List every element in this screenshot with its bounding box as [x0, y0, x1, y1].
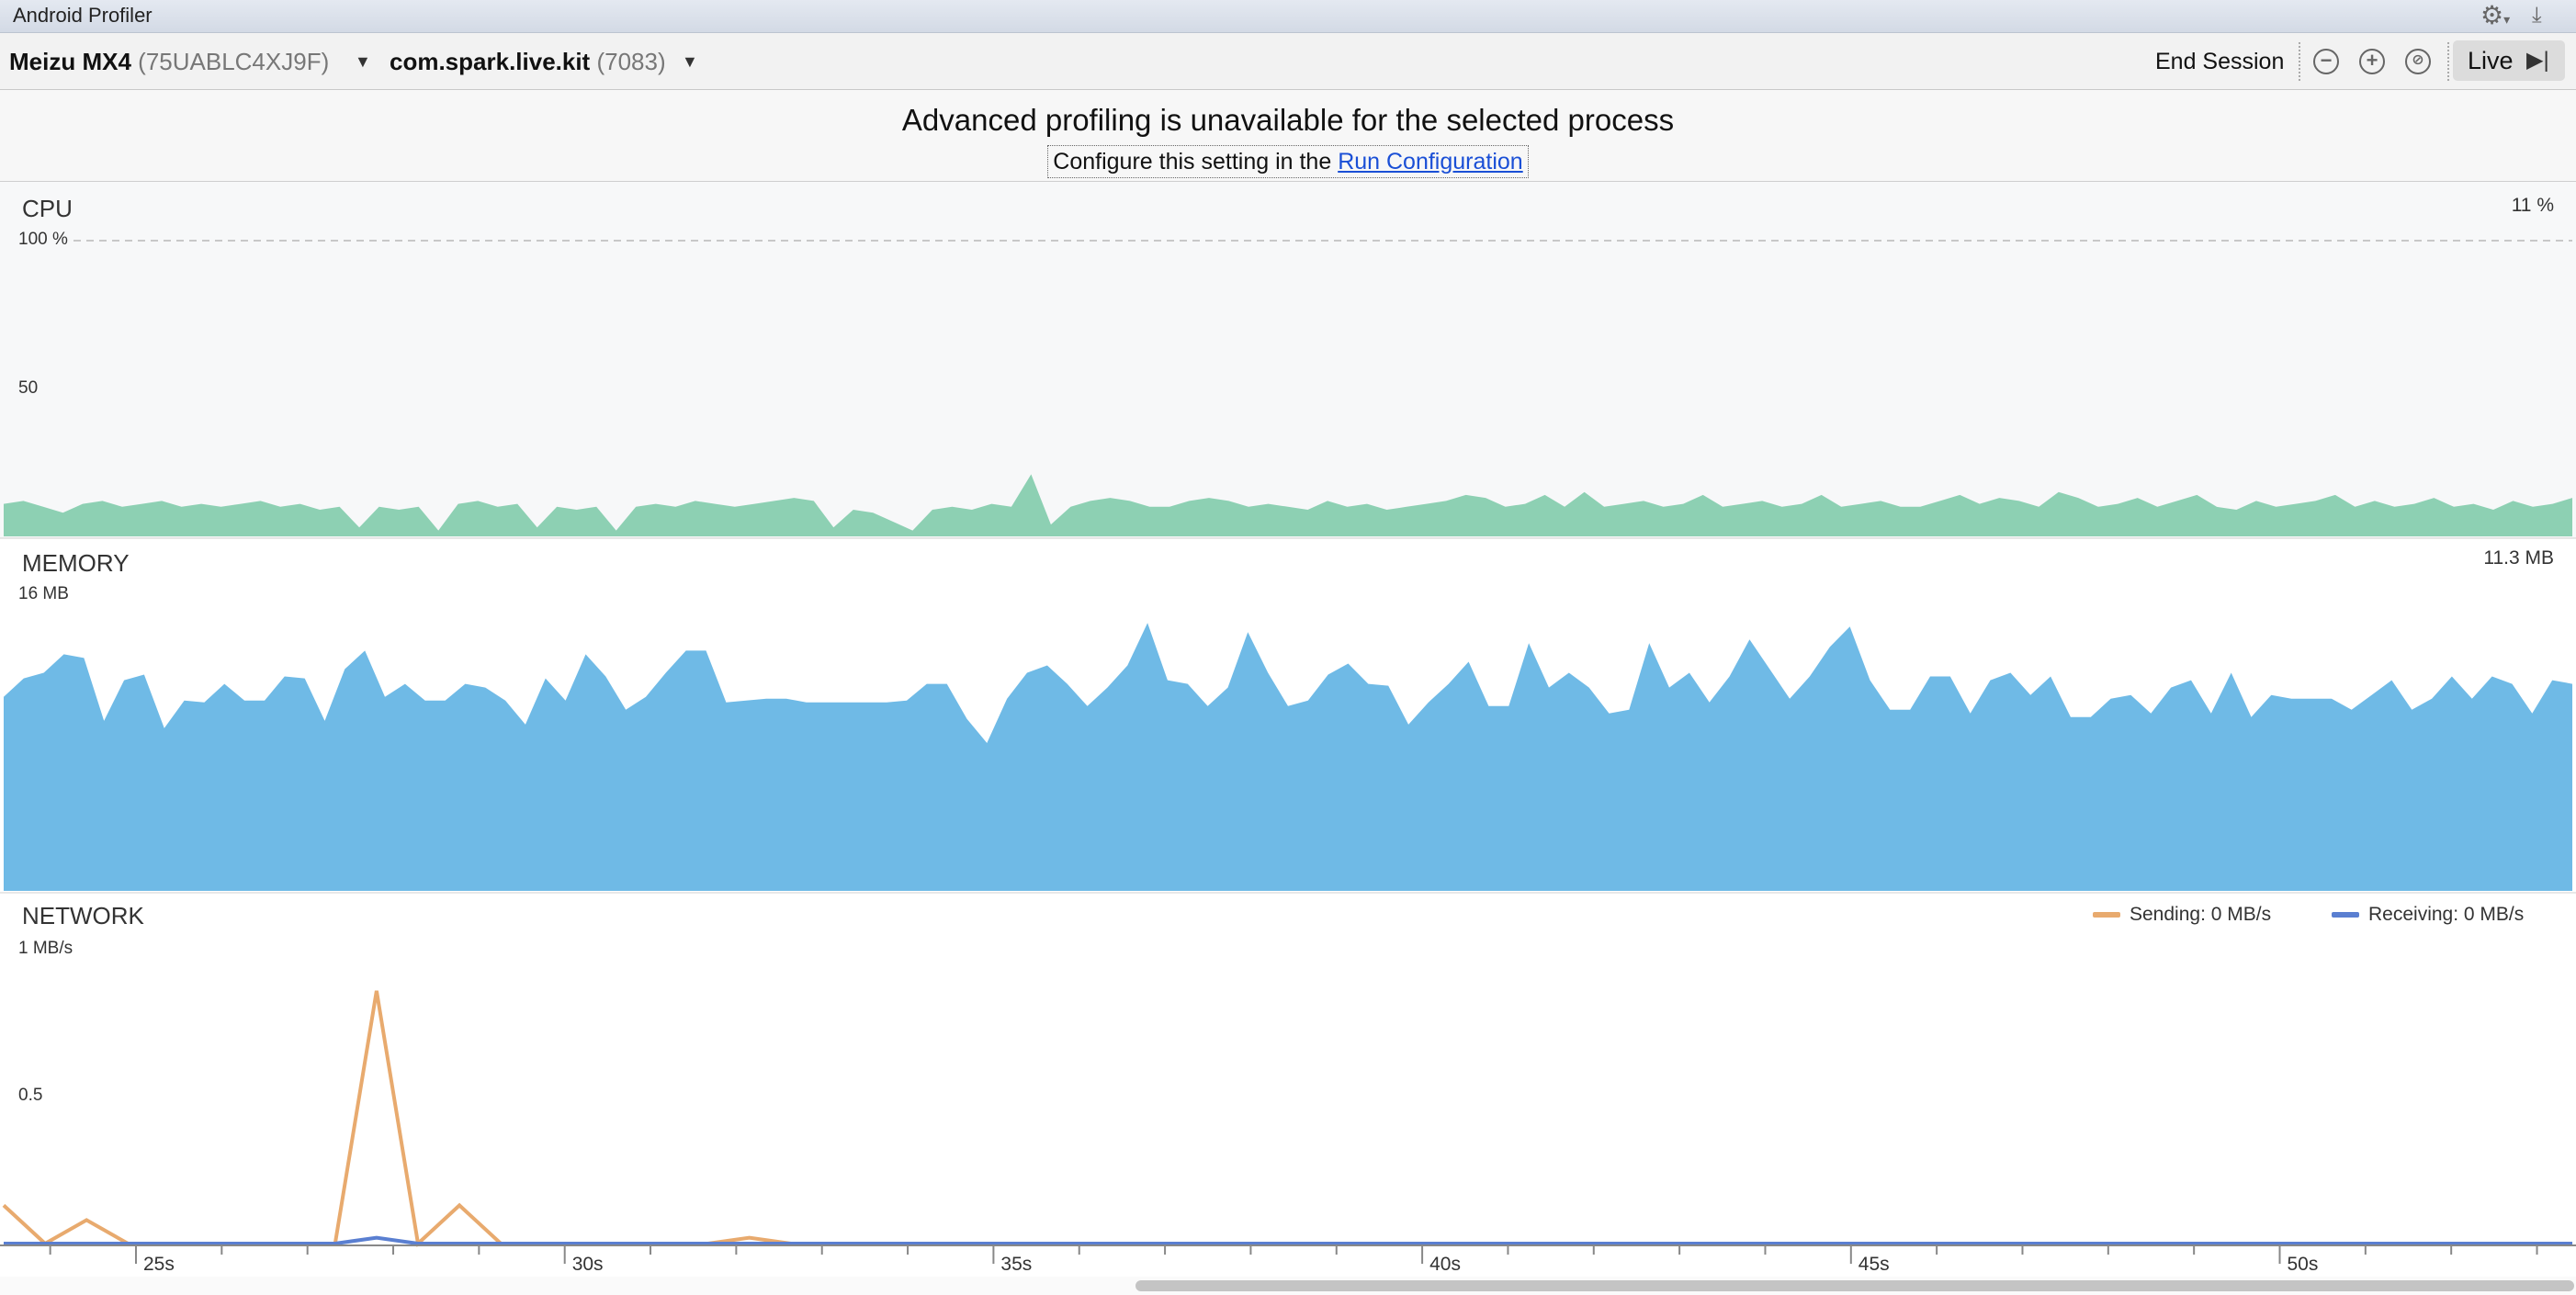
time-tick-label: 40s — [1429, 1254, 1461, 1275]
process-name: com.spark.live.kit — [390, 48, 591, 75]
time-tick-label: 50s — [2287, 1254, 2319, 1275]
toolbar-separator — [2447, 42, 2449, 81]
run-configuration-link[interactable]: Run Configuration — [1338, 149, 1523, 175]
cpu-current-value: 11 % — [2511, 195, 2554, 216]
banner-hint-text: Configure this setting in the — [1053, 149, 1339, 175]
device-name: Meizu MX4 — [9, 48, 131, 75]
device-serial: (75UABLC4XJ9F) — [138, 48, 330, 75]
network-title: NETWORK — [22, 902, 144, 929]
timeline-scrollbar-thumb[interactable] — [1135, 1280, 2574, 1291]
memory-usage-area — [4, 623, 2572, 891]
process-dropdown-icon[interactable]: ▼ — [682, 52, 698, 71]
cpu-usage-area — [4, 474, 2572, 536]
process-selector[interactable]: com.spark.live.kit (7083) — [390, 33, 666, 90]
memory-title: MEMORY — [22, 549, 130, 577]
profiler-toolbar: Meizu MX4 (75UABLC4XJ9F) ▼ com.spark.liv… — [0, 33, 2576, 90]
network-sending-line — [2, 990, 2572, 1247]
time-tick-label: 35s — [1000, 1254, 1033, 1275]
window-title: Android Profiler — [13, 4, 153, 27]
gear-icon[interactable]: ⚙▾ — [2480, 1, 2511, 29]
banner-message: Advanced profiling is unavailable for th… — [901, 103, 1675, 137]
live-label: Live — [2468, 47, 2514, 74]
process-pid: (7083) — [596, 48, 666, 75]
cpu-title: CPU — [22, 195, 73, 222]
memory-axis-max: 16 MB — [18, 584, 69, 603]
toolbar-separator — [2299, 42, 2300, 81]
network-panel[interactable]: NETWORK 1 MB/s 0.5 Sending: 0 MB/s Recei… — [0, 893, 2576, 1245]
time-tick-label: 45s — [1858, 1254, 1890, 1275]
network-receiving-line — [4, 1235, 2572, 1245]
receiving-swatch — [2332, 912, 2359, 918]
go-live-icon: ▶| — [2526, 48, 2549, 73]
reset-zoom-icon[interactable]: ⊘ — [2405, 49, 2431, 74]
device-selector[interactable]: Meizu MX4 (75UABLC4XJ9F) — [9, 33, 329, 90]
cpu-axis-mid: 50 — [18, 378, 39, 398]
advanced-profiling-banner: Advanced profiling is unavailable for th… — [0, 90, 2576, 182]
network-axis-max: 1 MB/s — [18, 939, 73, 958]
minimize-panel-icon[interactable]: ⤓ — [2532, 3, 2542, 28]
banner-hint: Configure this setting in the Run Config… — [1047, 145, 1529, 178]
time-tick-label: 30s — [571, 1254, 604, 1275]
sending-swatch — [2093, 912, 2120, 918]
device-dropdown-icon[interactable]: ▼ — [355, 52, 371, 71]
legend-sending: Sending: 0 MB/s — [2093, 904, 2271, 926]
zoom-out-icon[interactable]: − — [2313, 49, 2339, 74]
legend-receiving-label: Receiving: 0 MB/s — [2368, 904, 2525, 925]
memory-current-value: 11.3 MB — [2483, 547, 2554, 569]
time-tick-label: 25s — [143, 1254, 175, 1275]
network-axis-mid: 0.5 — [18, 1086, 43, 1105]
live-button[interactable]: Live ▶| — [2453, 40, 2565, 81]
zoom-in-icon[interactable]: + — [2359, 49, 2385, 74]
cpu-axis-max: 100 % — [18, 230, 68, 249]
title-bar: Android Profiler ⚙▾ ⤓ — [0, 0, 2576, 33]
legend-receiving: Receiving: 0 MB/s — [2332, 904, 2524, 926]
end-session-button[interactable]: End Session — [2155, 49, 2285, 74]
legend-sending-label: Sending: 0 MB/s — [2130, 904, 2272, 925]
